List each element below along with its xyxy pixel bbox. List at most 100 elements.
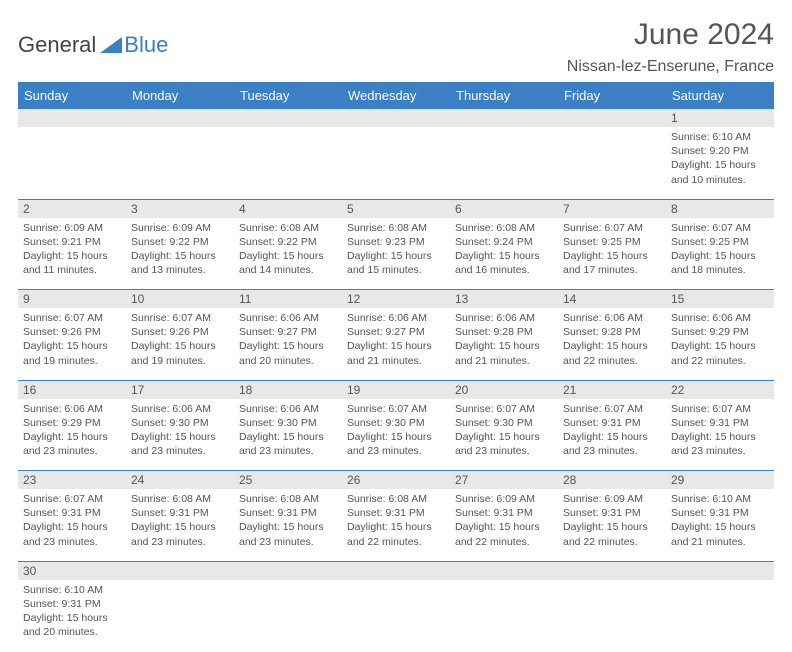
- calendar-cell: Sunrise: 6:06 AMSunset: 9:30 PMDaylight:…: [126, 399, 234, 471]
- day-number: [126, 109, 234, 127]
- day-number: 19: [342, 380, 450, 399]
- day-number: [342, 561, 450, 580]
- day-number: 13: [450, 290, 558, 309]
- day-number-row: 9101112131415: [18, 290, 774, 309]
- day-number: 23: [18, 471, 126, 490]
- day-number-row: 1: [18, 109, 774, 127]
- calendar-cell: Sunrise: 6:06 AMSunset: 9:28 PMDaylight:…: [558, 308, 666, 380]
- calendar-row: Sunrise: 6:10 AMSunset: 9:20 PMDaylight:…: [18, 127, 774, 199]
- calendar-cell: Sunrise: 6:10 AMSunset: 9:31 PMDaylight:…: [666, 489, 774, 561]
- cell-text: Sunrise: 6:08 AMSunset: 9:31 PMDaylight:…: [131, 492, 229, 549]
- day-number: 25: [234, 471, 342, 490]
- day-number-row: 23242526272829: [18, 471, 774, 490]
- calendar-cell: [234, 127, 342, 199]
- calendar-cell: [450, 127, 558, 199]
- weekday-header: Friday: [558, 82, 666, 109]
- day-number: 11: [234, 290, 342, 309]
- weekday-header: Monday: [126, 82, 234, 109]
- calendar-row: Sunrise: 6:10 AMSunset: 9:31 PMDaylight:…: [18, 580, 774, 652]
- day-number: 22: [666, 380, 774, 399]
- cell-text: Sunrise: 6:07 AMSunset: 9:26 PMDaylight:…: [23, 311, 121, 368]
- day-number: [558, 561, 666, 580]
- calendar-cell: Sunrise: 6:07 AMSunset: 9:31 PMDaylight:…: [666, 399, 774, 471]
- cell-text: Sunrise: 6:07 AMSunset: 9:30 PMDaylight:…: [347, 402, 445, 459]
- day-number: [666, 561, 774, 580]
- calendar-cell: Sunrise: 6:07 AMSunset: 9:30 PMDaylight:…: [450, 399, 558, 471]
- day-number: 27: [450, 471, 558, 490]
- calendar-cell: Sunrise: 6:08 AMSunset: 9:31 PMDaylight:…: [126, 489, 234, 561]
- calendar-cell: Sunrise: 6:07 AMSunset: 9:31 PMDaylight:…: [558, 399, 666, 471]
- day-number: 26: [342, 471, 450, 490]
- calendar-cell: Sunrise: 6:10 AMSunset: 9:31 PMDaylight:…: [18, 580, 126, 652]
- calendar-cell: [126, 580, 234, 652]
- day-number: [234, 109, 342, 127]
- day-number: 10: [126, 290, 234, 309]
- calendar-cell: Sunrise: 6:06 AMSunset: 9:28 PMDaylight:…: [450, 308, 558, 380]
- cell-text: Sunrise: 6:07 AMSunset: 9:25 PMDaylight:…: [563, 221, 661, 278]
- weekday-header: Saturday: [666, 82, 774, 109]
- day-number: 4: [234, 199, 342, 218]
- cell-text: Sunrise: 6:06 AMSunset: 9:27 PMDaylight:…: [239, 311, 337, 368]
- calendar-row: Sunrise: 6:06 AMSunset: 9:29 PMDaylight:…: [18, 399, 774, 471]
- day-number: 15: [666, 290, 774, 309]
- day-number-row: 30: [18, 561, 774, 580]
- day-number: [450, 109, 558, 127]
- day-number: 9: [18, 290, 126, 309]
- day-number: 30: [18, 561, 126, 580]
- weekday-header: Thursday: [450, 82, 558, 109]
- day-number: 16: [18, 380, 126, 399]
- calendar-table: Sunday Monday Tuesday Wednesday Thursday…: [18, 82, 774, 652]
- calendar-cell: Sunrise: 6:08 AMSunset: 9:23 PMDaylight:…: [342, 218, 450, 290]
- calendar-row: Sunrise: 6:07 AMSunset: 9:31 PMDaylight:…: [18, 489, 774, 561]
- cell-text: Sunrise: 6:08 AMSunset: 9:22 PMDaylight:…: [239, 221, 337, 278]
- calendar-cell: Sunrise: 6:06 AMSunset: 9:27 PMDaylight:…: [234, 308, 342, 380]
- title-block: June 2024 Nissan-lez-Enserune, France: [567, 18, 774, 76]
- cell-text: Sunrise: 6:08 AMSunset: 9:24 PMDaylight:…: [455, 221, 553, 278]
- calendar-cell: Sunrise: 6:09 AMSunset: 9:31 PMDaylight:…: [558, 489, 666, 561]
- calendar-cell: [558, 580, 666, 652]
- day-number: [18, 109, 126, 127]
- calendar-cell: [126, 127, 234, 199]
- calendar-cell: Sunrise: 6:10 AMSunset: 9:20 PMDaylight:…: [666, 127, 774, 199]
- day-number: 2: [18, 199, 126, 218]
- day-number: 20: [450, 380, 558, 399]
- cell-text: Sunrise: 6:07 AMSunset: 9:30 PMDaylight:…: [455, 402, 553, 459]
- calendar-cell: Sunrise: 6:07 AMSunset: 9:26 PMDaylight:…: [126, 308, 234, 380]
- calendar-cell: Sunrise: 6:07 AMSunset: 9:26 PMDaylight:…: [18, 308, 126, 380]
- calendar-cell: Sunrise: 6:09 AMSunset: 9:22 PMDaylight:…: [126, 218, 234, 290]
- cell-text: Sunrise: 6:09 AMSunset: 9:31 PMDaylight:…: [455, 492, 553, 549]
- logo: General Blue: [18, 32, 168, 58]
- cell-text: Sunrise: 6:06 AMSunset: 9:30 PMDaylight:…: [239, 402, 337, 459]
- calendar-cell: [666, 580, 774, 652]
- calendar-cell: Sunrise: 6:08 AMSunset: 9:22 PMDaylight:…: [234, 218, 342, 290]
- calendar-cell: Sunrise: 6:06 AMSunset: 9:27 PMDaylight:…: [342, 308, 450, 380]
- day-number: [126, 561, 234, 580]
- day-number: 8: [666, 199, 774, 218]
- calendar-cell: Sunrise: 6:07 AMSunset: 9:30 PMDaylight:…: [342, 399, 450, 471]
- calendar-cell: [18, 127, 126, 199]
- header: General Blue June 2024 Nissan-lez-Enseru…: [18, 18, 774, 76]
- day-number: [342, 109, 450, 127]
- day-number: 7: [558, 199, 666, 218]
- cell-text: Sunrise: 6:07 AMSunset: 9:26 PMDaylight:…: [131, 311, 229, 368]
- calendar-cell: [558, 127, 666, 199]
- day-number: 24: [126, 471, 234, 490]
- calendar-cell: Sunrise: 6:09 AMSunset: 9:21 PMDaylight:…: [18, 218, 126, 290]
- cell-text: Sunrise: 6:09 AMSunset: 9:31 PMDaylight:…: [563, 492, 661, 549]
- calendar-cell: [450, 580, 558, 652]
- calendar-cell: [234, 580, 342, 652]
- calendar-cell: Sunrise: 6:06 AMSunset: 9:29 PMDaylight:…: [666, 308, 774, 380]
- day-number: 14: [558, 290, 666, 309]
- day-number: [450, 561, 558, 580]
- day-number: 21: [558, 380, 666, 399]
- logo-text-2: Blue: [124, 32, 168, 58]
- cell-text: Sunrise: 6:10 AMSunset: 9:31 PMDaylight:…: [671, 492, 769, 549]
- cell-text: Sunrise: 6:09 AMSunset: 9:21 PMDaylight:…: [23, 221, 121, 278]
- calendar-cell: Sunrise: 6:07 AMSunset: 9:25 PMDaylight:…: [666, 218, 774, 290]
- weekday-header: Tuesday: [234, 82, 342, 109]
- cell-text: Sunrise: 6:10 AMSunset: 9:20 PMDaylight:…: [671, 130, 769, 187]
- cell-text: Sunrise: 6:08 AMSunset: 9:31 PMDaylight:…: [239, 492, 337, 549]
- day-number: 29: [666, 471, 774, 490]
- calendar-cell: Sunrise: 6:07 AMSunset: 9:31 PMDaylight:…: [18, 489, 126, 561]
- calendar-cell: Sunrise: 6:06 AMSunset: 9:29 PMDaylight:…: [18, 399, 126, 471]
